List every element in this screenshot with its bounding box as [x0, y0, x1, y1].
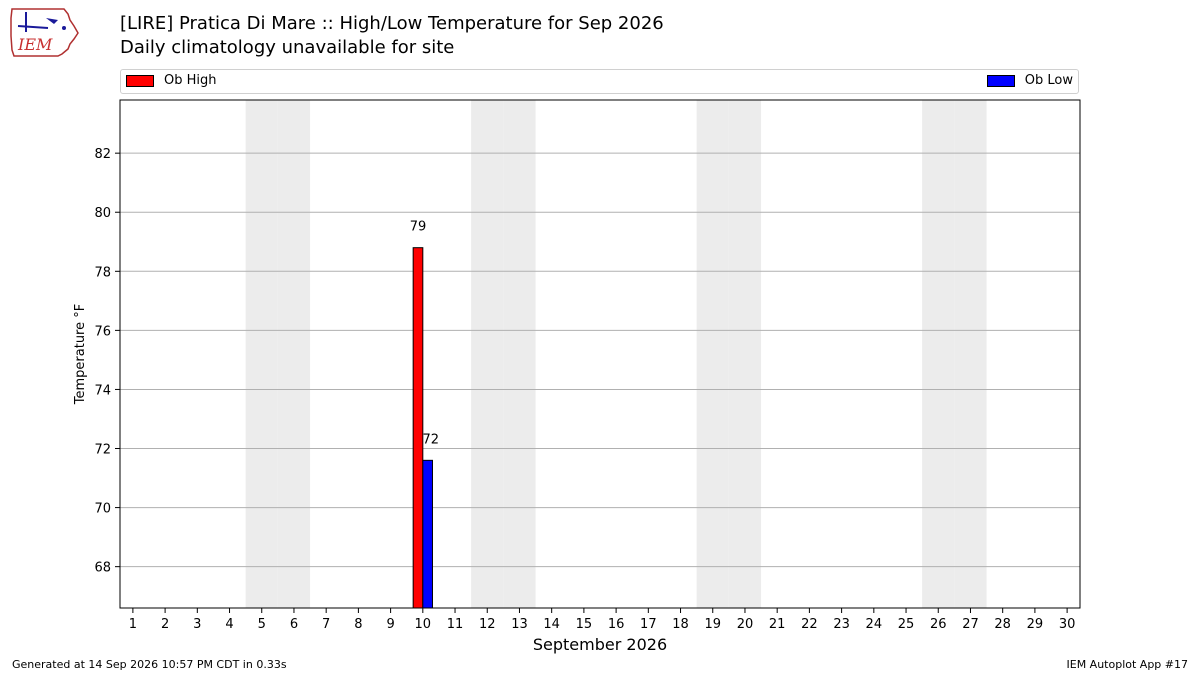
y-tick-label: 78 [94, 265, 111, 280]
chart-title: [LIRE] Pratica Di Mare :: High/Low Tempe… [120, 13, 664, 34]
weekend-band [277, 100, 311, 608]
weekend-band [954, 100, 987, 608]
plot-frame [119, 99, 1081, 609]
y-tick-label: 70 [94, 502, 111, 517]
x-tick-label: 6 [290, 617, 298, 632]
generated-timestamp: Generated at 14 Sep 2026 10:57 PM CDT in… [12, 658, 287, 671]
x-tick-label: 29 [1027, 617, 1044, 632]
x-tick-label: 12 [479, 617, 496, 632]
x-tick-label: 22 [801, 617, 818, 632]
x-tick-label: 19 [704, 617, 721, 632]
legend-item-ob-low: Ob Low [986, 73, 1073, 88]
chart-subtitle: Daily climatology unavailable for site [120, 37, 455, 58]
x-tick-label: 15 [576, 617, 593, 632]
legend-swatch-ob-high [126, 74, 154, 87]
bar-ob-high [412, 247, 424, 609]
x-tick-label: 16 [608, 617, 625, 632]
x-tick-label: 14 [543, 617, 560, 632]
legend-swatch-ob-low [986, 74, 1015, 87]
x-tick-label: 13 [511, 617, 528, 632]
y-tick-label: 72 [94, 443, 111, 458]
x-tick-label: 1 [129, 617, 137, 632]
weekend-band [922, 100, 955, 608]
x-tick-label: 17 [640, 617, 657, 632]
y-axis-label: Temperature °F [73, 304, 88, 405]
x-axis-label: September 2026 [533, 635, 667, 654]
x-tick-label: 3 [193, 617, 201, 632]
weekend-band [245, 100, 278, 608]
y-tick-label: 76 [94, 324, 111, 339]
x-tick-label: 20 [737, 617, 754, 632]
iem-logo: IEM [10, 8, 79, 57]
weekend-band [696, 100, 729, 608]
bar-ob-low [422, 459, 433, 609]
y-tick-label: 82 [94, 147, 111, 162]
app-credit: IEM Autoplot App #17 [1066, 658, 1189, 671]
x-tick-label: 11 [447, 617, 464, 632]
x-tick-label: 21 [769, 617, 786, 632]
x-tick-label: 18 [672, 617, 689, 632]
y-tick-label: 80 [94, 206, 111, 221]
x-tick-label: 4 [225, 617, 233, 632]
x-tick-label: 2 [161, 617, 169, 632]
y-tick-label: 74 [94, 383, 111, 398]
weekend-band [503, 100, 536, 608]
x-tick-label: 27 [962, 617, 979, 632]
x-tick-label: 30 [1059, 617, 1076, 632]
x-tick-label: 23 [833, 617, 850, 632]
legend-item-ob-high: Ob High [126, 73, 217, 88]
x-tick-label: 9 [386, 617, 394, 632]
legend: Ob High Ob Low [120, 69, 1079, 94]
x-tick-label: 7 [322, 617, 330, 632]
legend-label-ob-low: Ob Low [1024, 73, 1073, 88]
weekend-band [471, 100, 504, 608]
data-label-ob-low: 72 [423, 432, 440, 447]
x-tick-label: 24 [866, 617, 883, 632]
weekend-band [728, 100, 762, 608]
x-tick-label: 8 [354, 617, 362, 632]
data-label-ob-high: 79 [410, 220, 427, 235]
x-tick-label: 10 [415, 617, 432, 632]
logo-text: IEM [17, 35, 53, 54]
x-tick-label: 25 [898, 617, 915, 632]
x-tick-label: 5 [258, 617, 266, 632]
x-tick-label: 28 [994, 617, 1011, 632]
legend-label-ob-high: Ob High [164, 73, 217, 88]
x-tick-label: 26 [930, 617, 947, 632]
y-tick-label: 68 [94, 561, 111, 576]
